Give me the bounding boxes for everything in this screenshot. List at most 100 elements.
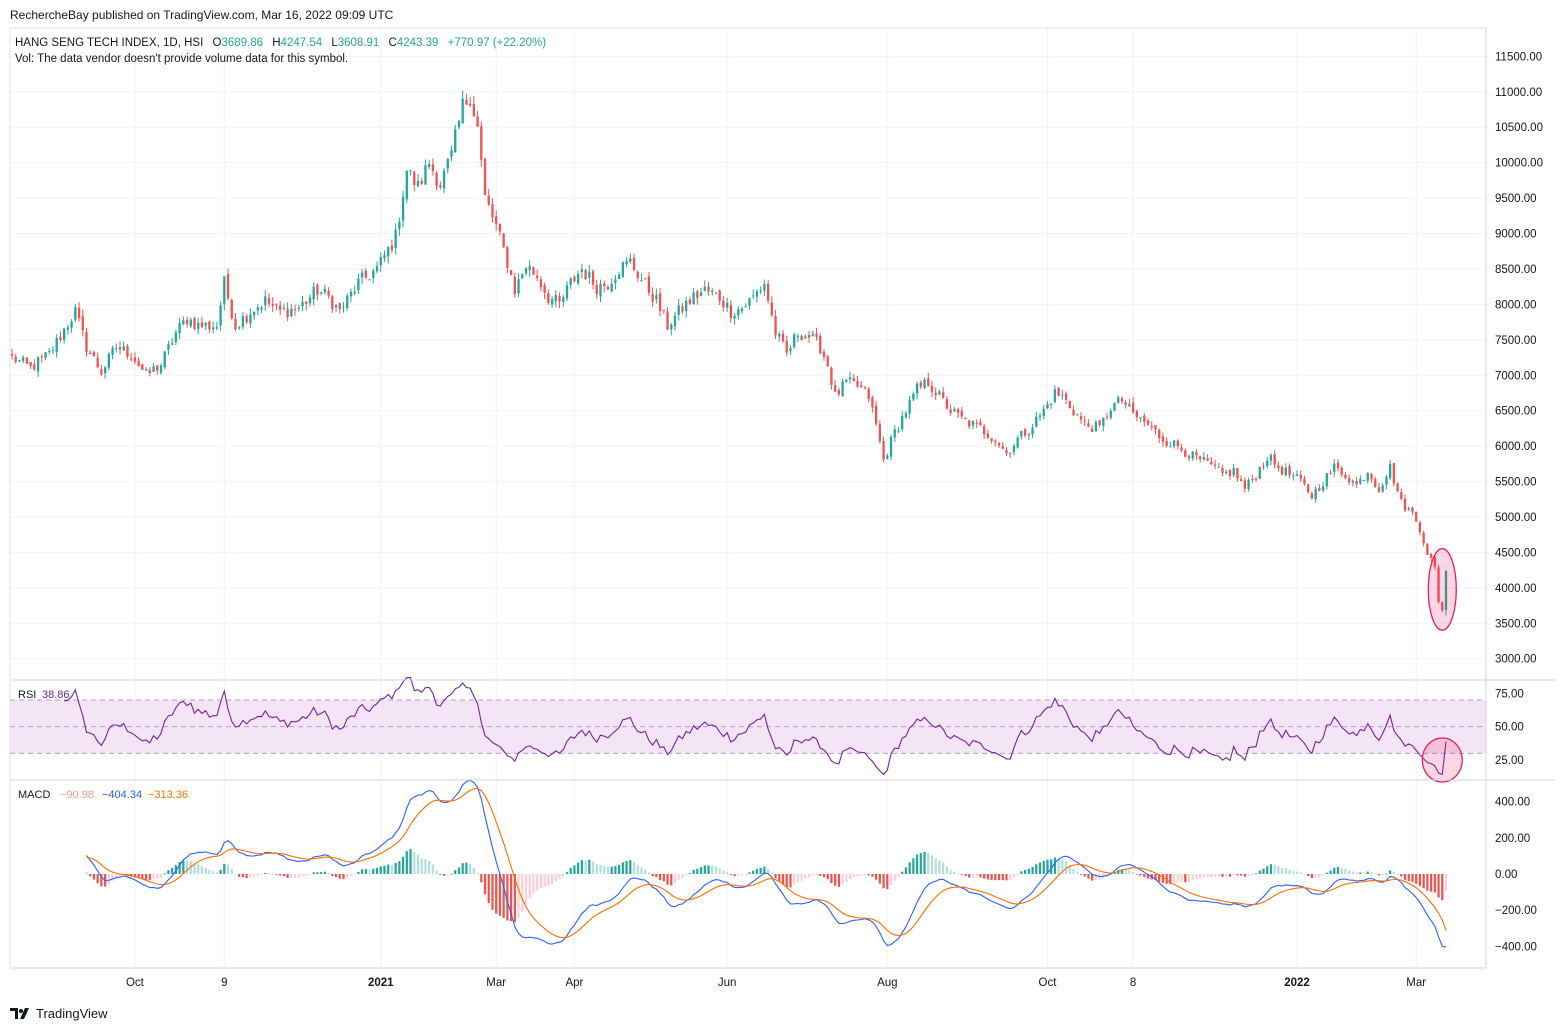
candle-body — [845, 379, 848, 382]
candle-body — [517, 279, 520, 294]
macd-histogram-bar — [312, 872, 315, 874]
macd-histogram-bar — [532, 874, 535, 894]
candle-body — [982, 426, 986, 435]
candle-body — [725, 302, 729, 308]
macd-histogram-bar — [372, 868, 375, 874]
candle-body — [673, 315, 677, 327]
macd-histogram-bar — [133, 874, 137, 878]
macd-histogram-bar — [383, 865, 386, 874]
macd-histogram-bar — [770, 872, 773, 874]
candle-body — [826, 356, 829, 367]
candle-body — [778, 333, 781, 337]
candle-body — [979, 421, 982, 426]
candle-body — [144, 369, 148, 371]
candle-body — [658, 293, 662, 312]
candle-body — [699, 292, 703, 297]
macd-histogram-bar — [1143, 874, 1146, 878]
macd-histogram-bar — [1295, 871, 1299, 874]
candle-body — [290, 308, 293, 317]
candle-body — [591, 271, 595, 285]
candle-body — [558, 296, 561, 302]
macd-histogram-bar — [733, 874, 736, 877]
time-tick-label: Apr — [565, 977, 583, 989]
chart-canvas[interactable]: 3000.00 3500.00 4000.00 4500.00 5000.00 5500.… — [0, 0, 1566, 1000]
candle-body — [420, 180, 423, 184]
candle-body — [1217, 466, 1220, 468]
macd-histogram-bar — [1046, 859, 1049, 874]
candle-body — [1340, 468, 1343, 475]
candle-body — [1307, 484, 1310, 493]
macd-histogram-bar — [562, 874, 565, 877]
candle-body — [811, 333, 814, 336]
candle-body — [1254, 478, 1258, 480]
tradingview-brand[interactable]: TradingView — [10, 1004, 108, 1022]
macd-histogram-bar — [1213, 874, 1217, 877]
macd-histogram-bar — [260, 874, 263, 876]
macd-histogram-bar — [666, 874, 669, 885]
macd-histogram-bar — [1299, 872, 1302, 874]
rsi-tick-label: 50.00 — [1495, 722, 1524, 734]
candle-body — [878, 424, 882, 442]
macd-histogram-bar — [1228, 874, 1232, 877]
candle-body — [956, 408, 960, 413]
candle-body — [539, 279, 543, 288]
macd-histogram-bar — [763, 866, 766, 874]
macd-histogram-bar — [428, 861, 431, 874]
candle-body — [338, 303, 341, 310]
candle-body — [167, 344, 170, 350]
macd-histogram-bar — [536, 874, 539, 891]
macd-histogram-bar — [1146, 874, 1150, 879]
candle-body — [595, 284, 598, 295]
macd-histogram-bar — [141, 874, 144, 880]
macd-legend-label: MACD — [18, 789, 50, 801]
price-tick-label: 8000.00 — [1495, 299, 1537, 311]
macd-histogram-bar — [1411, 874, 1414, 883]
macd-histogram-bar — [580, 860, 583, 874]
macd-histogram-bar — [506, 874, 509, 921]
macd-histogram-bar — [1094, 874, 1097, 880]
candle-body — [241, 316, 245, 327]
macd-histogram-bar — [1236, 874, 1239, 876]
macd-histogram-bar — [1307, 874, 1310, 877]
macd-histogram-bar — [822, 874, 826, 878]
candle-body — [223, 276, 226, 305]
macd-histogram-bar — [837, 874, 840, 887]
macd-histogram-bar — [387, 864, 390, 874]
candle-body — [737, 309, 740, 316]
candle-body — [279, 305, 282, 310]
candle-body — [1143, 415, 1146, 422]
candle-body — [800, 335, 803, 341]
candle-body — [1351, 480, 1355, 483]
candle-body — [729, 304, 733, 319]
candle-body — [316, 285, 319, 295]
candle-body — [66, 327, 70, 330]
macd-histogram-bar — [1079, 874, 1083, 875]
macd-histogram-bar — [316, 872, 319, 874]
candle-body — [781, 333, 785, 342]
candle-body — [327, 290, 330, 296]
macd-histogram-bar — [759, 867, 762, 874]
macd-histogram-bar — [915, 854, 919, 874]
candle-body — [614, 279, 617, 283]
candle-body — [722, 300, 725, 308]
candle-body — [576, 274, 580, 284]
candle-body — [1135, 410, 1139, 418]
candle-body — [141, 364, 144, 370]
candle-body — [178, 323, 181, 334]
macd-histogram-bar — [1407, 874, 1410, 882]
rsi-tick-label: 75.00 — [1495, 688, 1524, 700]
macd-histogram-bar — [1243, 874, 1246, 877]
time-tick-label: 2021 — [368, 977, 394, 989]
candle-body — [55, 337, 58, 353]
candle-body — [379, 256, 382, 266]
candle-body — [171, 343, 174, 345]
price-tick-label: 10000.00 — [1495, 158, 1543, 170]
candle-body — [819, 335, 822, 354]
candle-body — [938, 391, 941, 395]
axes: 3000.00 3500.00 4000.00 4500.00 5000.00 5500.… — [9, 27, 1555, 989]
candle-body — [1251, 478, 1254, 480]
candle-body — [293, 309, 297, 311]
macd-histogram-bar — [796, 874, 800, 883]
candle-body — [688, 299, 692, 304]
macd-histogram-bar — [338, 874, 341, 879]
